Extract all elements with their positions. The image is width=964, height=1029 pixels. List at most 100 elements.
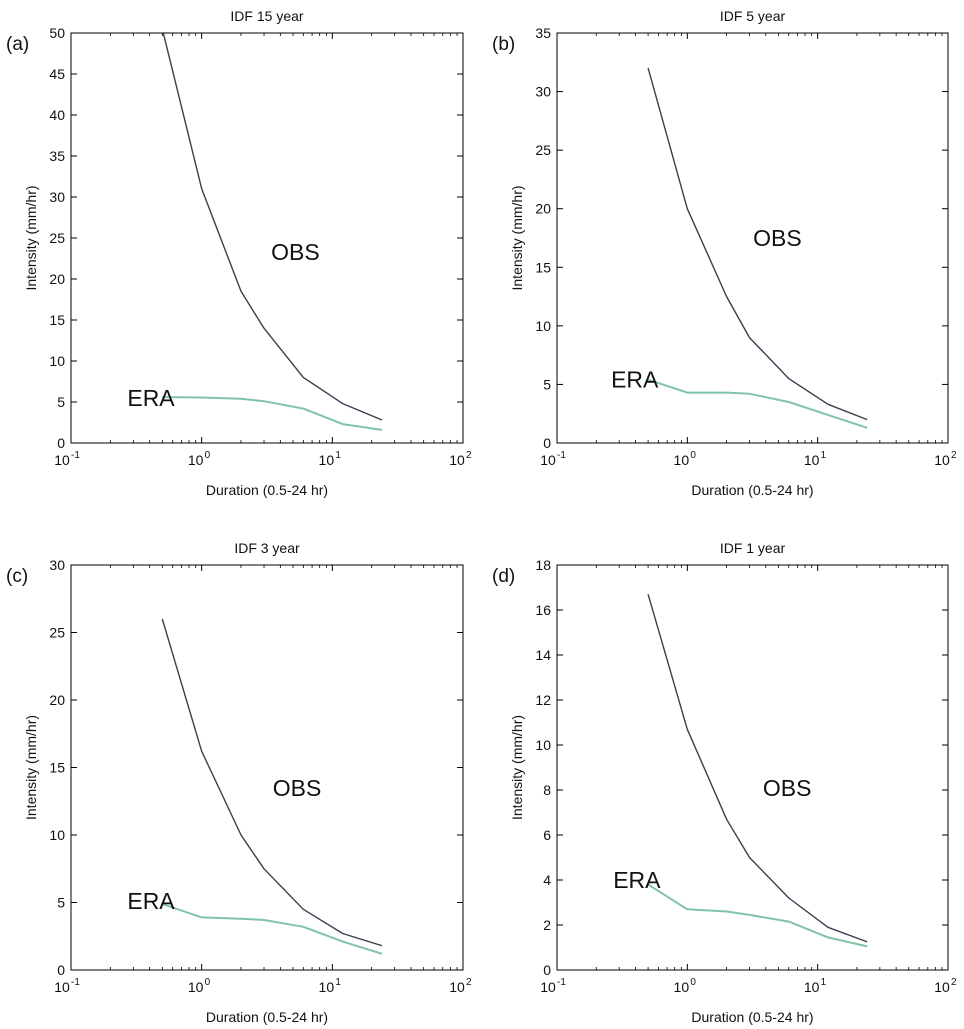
- y-tick-label: 25: [49, 625, 65, 641]
- x-tick-exponent: 2: [466, 450, 472, 461]
- y-axis-label: Intensity (mm/hr): [509, 715, 525, 820]
- y-axis-label: Intensity (mm/hr): [23, 185, 39, 290]
- y-tick-label: 2: [543, 917, 551, 933]
- x-tick-exponent: 0: [205, 450, 211, 461]
- y-tick-label: 10: [535, 737, 551, 753]
- x-axis-label: Duration (0.5-24 hr): [691, 1009, 813, 1025]
- x-tick-exponent: 2: [951, 450, 957, 461]
- panel-label: (a): [6, 34, 29, 55]
- x-tick-exponent: -1: [71, 977, 80, 988]
- y-tick-label: 30: [535, 84, 551, 100]
- y-tick-label: 25: [535, 142, 551, 158]
- x-tick-exponent: -1: [71, 450, 80, 461]
- x-tick-label: 10: [674, 979, 690, 995]
- x-axis-label: Duration (0.5-24 hr): [206, 1009, 328, 1025]
- x-tick-exponent: 0: [690, 977, 696, 988]
- y-tick-label: 0: [543, 962, 551, 978]
- x-tick-label: 10: [540, 979, 556, 995]
- y-tick-label: 8: [543, 782, 551, 798]
- y-tick-label: 50: [49, 25, 65, 41]
- y-tick-label: 30: [49, 189, 65, 205]
- x-axis-label: Duration (0.5-24 hr): [691, 482, 813, 498]
- x-tick-label: 10: [674, 452, 690, 468]
- series-annotation: ERA: [611, 367, 659, 393]
- x-tick-label: 10: [934, 452, 950, 468]
- series-annotation: OBS: [271, 239, 320, 265]
- y-tick-label: 5: [543, 376, 551, 392]
- panel-label: (b): [492, 34, 515, 55]
- series-line-era: [647, 883, 868, 948]
- series-line-era: [647, 378, 868, 429]
- series-line-era: [161, 902, 383, 955]
- panel-label: (d): [492, 566, 515, 587]
- y-tick-label: 15: [49, 760, 65, 776]
- series-line-obs: [162, 33, 383, 421]
- y-tick-label: 0: [57, 962, 65, 978]
- x-axis-label: Duration (0.5-24 hr): [206, 482, 328, 498]
- x-tick-exponent: 0: [205, 977, 211, 988]
- x-tick-label: 10: [804, 452, 820, 468]
- x-tick-exponent: 1: [821, 977, 827, 988]
- x-tick-exponent: 2: [951, 977, 957, 988]
- y-tick-label: 0: [543, 435, 551, 451]
- y-tick-label: 40: [49, 107, 65, 123]
- series-line-obs: [647, 594, 868, 943]
- chart-title: IDF 3 year: [234, 540, 300, 556]
- x-tick-label: 10: [319, 452, 335, 468]
- y-tick-label: 20: [535, 201, 551, 217]
- y-axis-label: Intensity (mm/hr): [509, 185, 525, 290]
- x-tick-label: 10: [188, 979, 204, 995]
- x-tick-label: 10: [449, 452, 465, 468]
- y-tick-label: 30: [49, 557, 65, 573]
- y-tick-label: 35: [49, 148, 65, 164]
- y-tick-label: 14: [535, 647, 551, 663]
- y-tick-label: 20: [49, 692, 65, 708]
- y-tick-label: 16: [535, 602, 551, 618]
- y-tick-label: 10: [49, 353, 65, 369]
- y-tick-label: 5: [57, 394, 65, 410]
- series-annotation: OBS: [753, 225, 802, 251]
- y-tick-label: 12: [535, 692, 551, 708]
- y-tick-label: 20: [49, 271, 65, 287]
- y-axis-label: Intensity (mm/hr): [23, 715, 39, 820]
- chart-title: IDF 15 year: [230, 8, 303, 24]
- y-tick-label: 35: [535, 25, 551, 41]
- series-annotation: ERA: [613, 867, 661, 893]
- y-tick-label: 10: [535, 318, 551, 334]
- y-tick-label: 45: [49, 66, 65, 82]
- y-tick-label: 10: [49, 827, 65, 843]
- y-tick-label: 5: [57, 895, 65, 911]
- x-tick-label: 10: [319, 979, 335, 995]
- x-tick-label: 10: [804, 979, 820, 995]
- x-tick-label: 10: [188, 452, 204, 468]
- series-annotation: ERA: [127, 385, 175, 411]
- x-tick-exponent: -1: [557, 977, 566, 988]
- plot-frame: [556, 32, 949, 444]
- x-tick-exponent: 0: [690, 450, 696, 461]
- series-line-era: [162, 396, 383, 431]
- x-tick-exponent: 2: [466, 977, 472, 988]
- x-tick-label: 10: [934, 979, 950, 995]
- plot-frame: [556, 564, 949, 971]
- x-tick-exponent: 1: [821, 450, 827, 461]
- series-annotation: ERA: [127, 888, 175, 914]
- x-tick-label: 10: [540, 452, 556, 468]
- series-annotation: OBS: [273, 775, 322, 801]
- series-line-obs: [161, 618, 383, 947]
- y-tick-label: 4: [543, 872, 551, 888]
- chart-title: IDF 1 year: [720, 540, 786, 556]
- y-tick-label: 25: [49, 230, 65, 246]
- y-tick-label: 18: [535, 557, 551, 573]
- y-tick-label: 6: [543, 827, 551, 843]
- y-tick-label: 15: [535, 259, 551, 275]
- panel-label: (c): [6, 566, 28, 587]
- y-tick-label: 0: [57, 435, 65, 451]
- x-tick-exponent: 1: [335, 977, 341, 988]
- chart-title: IDF 5 year: [720, 8, 786, 24]
- series-line-obs: [647, 67, 868, 421]
